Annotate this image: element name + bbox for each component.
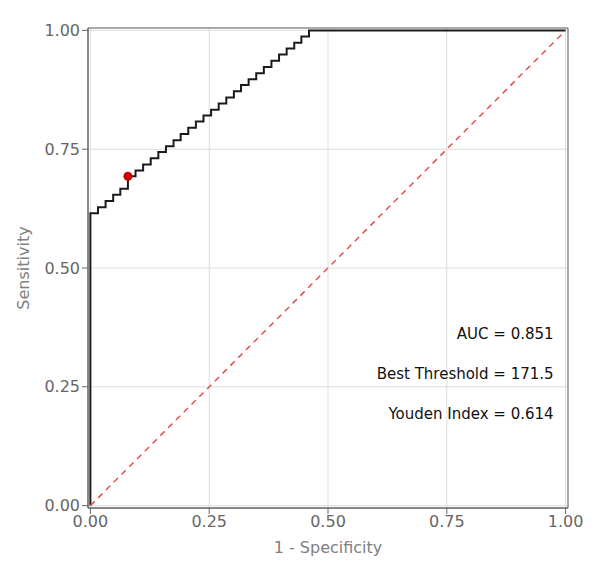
html-text:Best Threshold = 171.5: Best Threshold = 171.5 [376,364,554,383]
html-text:AUC = 0.851: AUC = 0.851 [456,324,554,343]
svg-text:1.00: 1.00 [548,512,584,531]
svg-text:0.00: 0.00 [44,496,80,515]
svg-text:1 - Specificity: 1 - Specificity [274,538,383,557]
svg-text:0.00: 0.00 [72,512,109,532]
svg-text:0.25: 0.25 [44,377,80,396]
svg-text:0.25: 0.25 [191,512,227,531]
svg-text:1.00: 1.00 [44,21,80,40]
svg-text:0.75: 0.75 [429,512,465,531]
svg-text:Sensitivity: Sensitivity [14,226,33,309]
svg-text:0.50: 0.50 [44,259,80,278]
svg-text:0.75: 0.75 [44,140,80,159]
svg-text:0.50: 0.50 [310,512,346,531]
html-text:Youden Index = 0.614: Youden Index = 0.614 [388,404,554,423]
